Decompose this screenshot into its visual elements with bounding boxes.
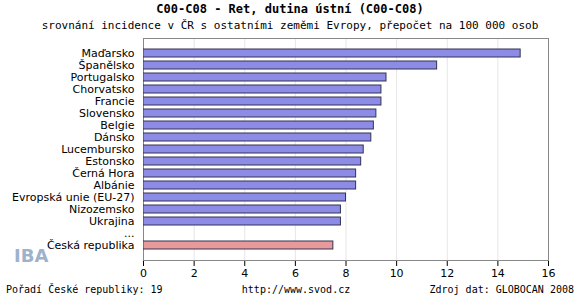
svg-text:Portugalsko: Portugalsko xyxy=(70,71,135,84)
html-text:Zdroj dat: GLOBOCAN 2008: Zdroj dat: GLOBOCAN 2008 xyxy=(429,284,574,295)
svg-text:Albánie: Albánie xyxy=(93,179,135,192)
svg-text:Belgie: Belgie xyxy=(100,119,135,132)
svg-text:Maďarsko: Maďarsko xyxy=(81,47,135,60)
svg-text:2: 2 xyxy=(191,267,198,280)
html-text:srovnání incidence v ČR s osta: srovnání incidence v ČR s ostatními země… xyxy=(41,19,539,32)
svg-text:4: 4 xyxy=(241,267,248,280)
svg-text:Slovensko: Slovensko xyxy=(79,107,135,120)
html-text:Pořadí České republiky: 19: Pořadí České republiky: 19 xyxy=(6,284,163,295)
svg-text:Španělsko: Španělsko xyxy=(78,59,135,72)
svg-text:Česká republika: Česká republika xyxy=(47,239,135,252)
svg-text:16: 16 xyxy=(542,267,556,280)
html-text:http://www.svod.cz: http://www.svod.cz xyxy=(241,284,351,295)
svg-text:0: 0 xyxy=(140,267,147,280)
svg-text:Nizozemsko: Nizozemsko xyxy=(69,203,135,216)
svg-text:6: 6 xyxy=(292,267,299,280)
html-text:C00-C08 - Ret, dutina ústní (C: C00-C08 - Ret, dutina ústní (C00-C08) xyxy=(156,2,424,16)
svg-text:10: 10 xyxy=(390,267,404,280)
svg-text:Estonsko: Estonsko xyxy=(85,155,135,168)
svg-text:Dánsko: Dánsko xyxy=(93,131,135,144)
svg-text:14: 14 xyxy=(491,267,505,280)
html-text:IBA: IBA xyxy=(14,245,49,266)
svg-text:Chorvatsko: Chorvatsko xyxy=(72,83,135,96)
svg-text:Lucembursko: Lucembursko xyxy=(61,143,135,156)
svg-text:Ukrajina: Ukrajina xyxy=(89,215,135,228)
svg-text:Černá Hora: Černá Hora xyxy=(72,167,135,180)
svg-text:Evropská unie (EU-27): Evropská unie (EU-27) xyxy=(12,191,135,204)
svg-text:8: 8 xyxy=(343,267,350,280)
svg-text:Francie: Francie xyxy=(94,95,135,108)
svg-text:12: 12 xyxy=(440,267,454,280)
